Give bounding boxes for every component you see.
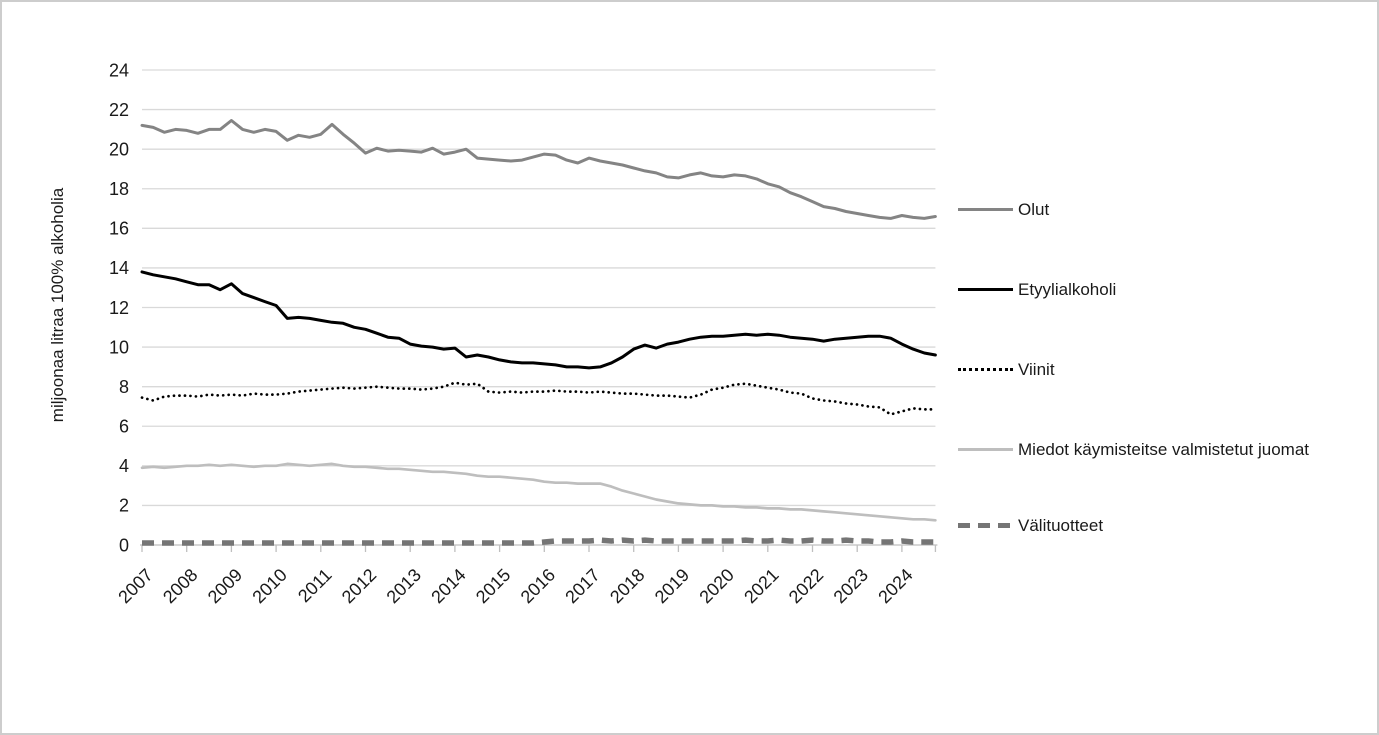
series-line-etyylialkoholi xyxy=(140,270,937,370)
x-tick-label: 2017 xyxy=(561,565,603,607)
series-line-valituotteet xyxy=(142,537,936,546)
y-tick-label: 8 xyxy=(119,377,129,397)
x-tick-label: 2023 xyxy=(830,565,872,607)
valituotteet-legend-swatch xyxy=(958,523,1013,528)
x-tick-label: 2016 xyxy=(517,565,559,607)
x-tick-label: 2010 xyxy=(248,565,290,607)
x-tick-label: 2020 xyxy=(695,565,737,607)
legend-item-valituotteet: Välituotteet xyxy=(958,512,1368,539)
y-tick-label: 6 xyxy=(119,417,129,437)
x-tick-label: 2013 xyxy=(383,565,425,607)
legend-label-miedot: Miedot käymisteitse valmistetut juomat xyxy=(1018,440,1309,459)
viinit-legend-swatch xyxy=(958,368,1013,371)
series-line-miedot xyxy=(140,462,937,522)
x-tick-label: 2011 xyxy=(294,565,336,607)
legend-label-valituotteet: Välituotteet xyxy=(1018,516,1104,535)
etyylialkoholi-legend-swatch xyxy=(958,288,1013,291)
y-tick-label: 0 xyxy=(119,535,129,555)
y-tick-label: 16 xyxy=(109,219,129,239)
y-axis-title: miljoonaa litraa 100% alkoholia xyxy=(48,187,67,423)
x-tick-label: 2022 xyxy=(785,565,827,607)
x-tick-label: 2021 xyxy=(740,565,782,607)
x-tick-label: 2024 xyxy=(874,565,916,607)
y-tick-label: 20 xyxy=(109,139,129,159)
x-tick-label: 2014 xyxy=(427,565,469,607)
series-line-viinit xyxy=(140,381,937,416)
legend-item-miedot: Miedot käymisteitse valmistetut juomat xyxy=(958,436,1368,463)
legend-item-olut: Olut xyxy=(958,196,1368,223)
y-tick-label: 2 xyxy=(119,496,129,516)
x-tick-label: 2007 xyxy=(114,565,156,607)
y-tick-label: 10 xyxy=(109,337,129,357)
y-tick-label: 22 xyxy=(109,100,129,120)
y-tick-label: 24 xyxy=(109,60,129,80)
y-tick-label: 4 xyxy=(119,456,129,476)
x-tick-label: 2012 xyxy=(338,565,380,607)
x-tick-label: 2019 xyxy=(651,565,693,607)
y-tick-label: 14 xyxy=(109,258,129,278)
y-tick-label: 18 xyxy=(109,179,129,199)
legend-item-etyylialkoholi: Etyylialkoholi xyxy=(958,276,1368,303)
x-tick-label: 2008 xyxy=(159,565,201,607)
legend-item-viinit: Viinit xyxy=(958,356,1368,383)
legend-label-etyylialkoholi: Etyylialkoholi xyxy=(1018,280,1117,299)
x-tick-label: 2015 xyxy=(472,565,514,607)
miedot-legend-swatch xyxy=(958,448,1013,451)
legend-label-viinit: Viinit xyxy=(1018,360,1055,379)
x-tick-label: 2018 xyxy=(606,565,648,607)
x-tick-label: 2009 xyxy=(204,565,246,607)
y-tick-label: 12 xyxy=(109,298,129,318)
legend-label-olut: Olut xyxy=(1018,200,1050,219)
olut-legend-swatch xyxy=(958,208,1013,211)
series-line-olut xyxy=(140,119,937,220)
